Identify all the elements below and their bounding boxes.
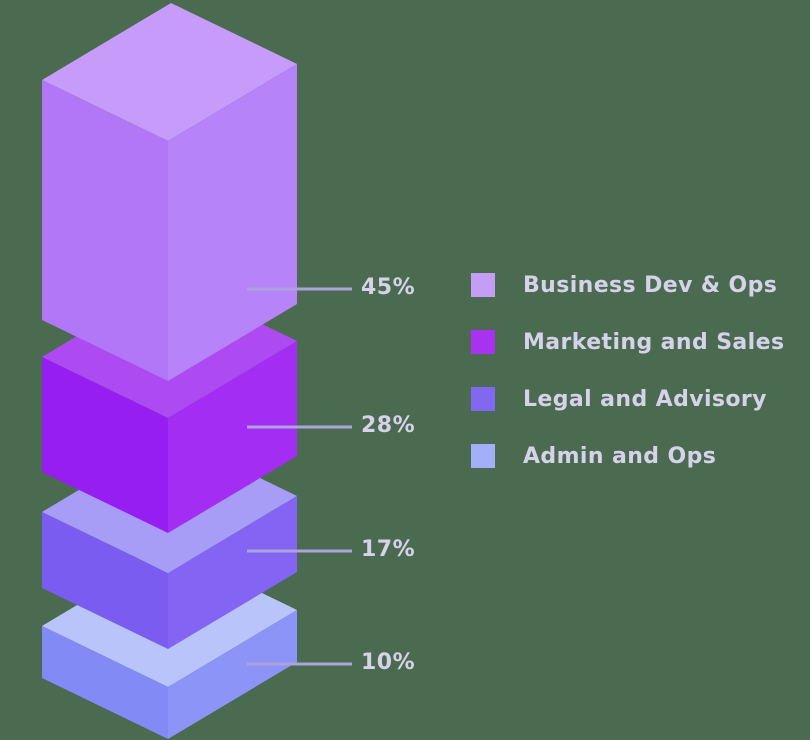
value-label-business-dev-ops: 45% (361, 275, 416, 300)
box-marketing-and-sales-left-face (42, 357, 168, 533)
box-business-dev-ops-top-face (42, 3, 297, 141)
box-legal-and-advisory-left-face (42, 512, 168, 649)
box-admin-and-ops-left-face (42, 626, 168, 739)
value-label-marketing-and-sales: 28% (361, 413, 416, 438)
value-label-admin-and-ops: 10% (361, 650, 416, 675)
box-admin-and-ops-right-face (168, 610, 297, 739)
box-business-dev-ops-right-face (168, 64, 297, 381)
box-marketing-and-sales-right-face (168, 341, 297, 533)
value-label-legal-and-advisory: 17% (361, 537, 416, 562)
box-business-dev-ops-left-face (42, 80, 168, 381)
box-legal-and-advisory-right-face (168, 496, 297, 649)
